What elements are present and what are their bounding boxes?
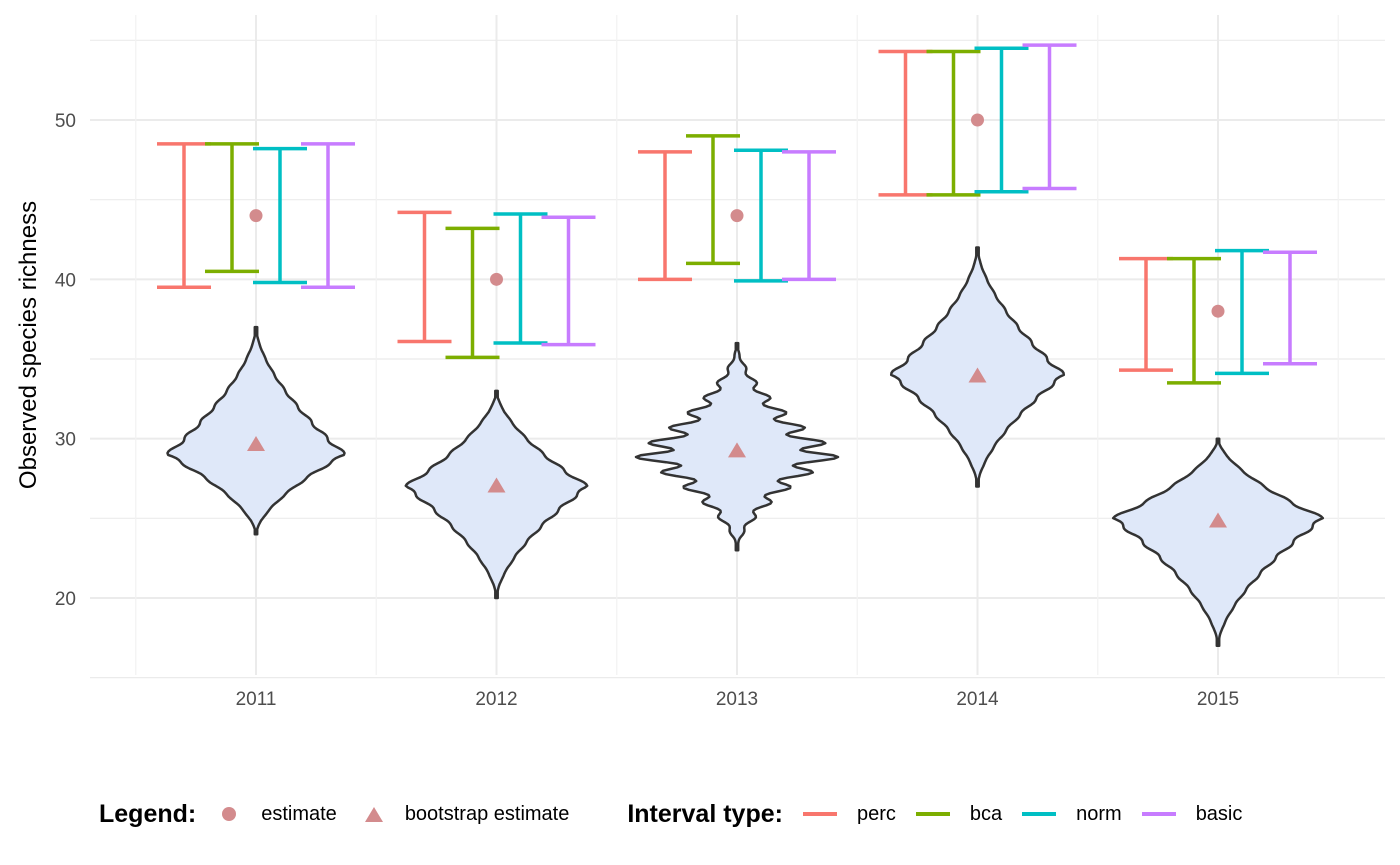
errorbar-basic-2013 <box>782 150 836 282</box>
x-tick-label: 2011 <box>236 689 277 710</box>
errorbar-bca-2011 <box>205 142 259 274</box>
errorbar-perc-2015 <box>1119 256 1173 372</box>
errorbar-norm-2011 <box>253 146 307 285</box>
bootstrap-point-2015 <box>1209 512 1227 528</box>
line-swatch-icon <box>1022 812 1057 816</box>
bootstrap-point-2011 <box>247 436 265 452</box>
legend-label-norm: norm <box>1076 802 1122 825</box>
estimate-point-2011 <box>249 209 263 223</box>
violin-2014 <box>889 246 1066 488</box>
errorbar-bca-2015 <box>1167 256 1221 385</box>
x-tick-label: 2013 <box>716 689 758 710</box>
errorbar-basic-2015 <box>1263 250 1317 366</box>
y-axis-title: Observed species richness <box>15 201 42 489</box>
x-tick-label: 2015 <box>1197 689 1239 710</box>
legend-item-perc: perc <box>802 802 896 826</box>
x-tick-label: 2012 <box>475 689 517 710</box>
errorbar-basic-2012 <box>541 215 596 347</box>
violin-2011 <box>166 325 346 536</box>
triangle-icon <box>364 806 383 822</box>
violin-2015 <box>1111 437 1325 648</box>
x-tick-label: 2014 <box>956 689 999 710</box>
bootstrap-point-2012 <box>487 477 506 493</box>
y-axis-ticks: 20 30 40 50 <box>55 111 76 610</box>
legend-points-title: Legend: <box>99 799 197 828</box>
legend-interval-title: Interval type: <box>627 799 783 828</box>
errorbar-perc-2011 <box>157 142 211 290</box>
errorbar-norm-2015 <box>1215 248 1269 376</box>
errorbar-basic-2014 <box>1022 43 1077 191</box>
estimate-point-2012 <box>490 272 503 286</box>
errorbar-norm-2012 <box>493 212 548 345</box>
violin-2012 <box>404 389 589 600</box>
errorbar-bca-2012 <box>445 226 500 360</box>
legend-item-bootstrap-estimate: bootstrap estimate <box>364 802 570 826</box>
line-swatch-icon <box>802 812 837 816</box>
errorbar-norm-2013 <box>734 148 788 283</box>
line-swatch-icon <box>915 812 950 816</box>
legend-label-estimate: estimate <box>261 802 337 825</box>
interval-errorbars <box>157 43 1317 385</box>
y-tick-label: 40 <box>55 270 76 291</box>
legend: Legend: estimate bootstrap estimate Inte… <box>0 796 1400 832</box>
circle-icon <box>222 807 237 821</box>
legend-label-bootstrap-estimate: bootstrap estimate <box>404 802 570 825</box>
violins <box>166 246 1325 648</box>
errorbar-perc-2014 <box>878 49 933 197</box>
bootstrap-point-2013 <box>728 442 746 458</box>
estimate-points <box>247 113 1227 528</box>
y-tick-label: 20 <box>55 589 76 610</box>
errorbar-perc-2012 <box>397 210 452 344</box>
errorbar-bca-2013 <box>686 134 740 266</box>
errorbar-norm-2014 <box>974 46 1029 194</box>
errorbar-perc-2013 <box>638 150 692 282</box>
y-tick-label: 50 <box>55 111 76 132</box>
errorbar-bca-2014 <box>926 49 981 197</box>
legend-item-basic: basic <box>1141 802 1243 826</box>
errorbar-basic-2011 <box>301 142 355 290</box>
legend-item-bca: bca <box>915 802 1003 826</box>
line-swatch-icon <box>1141 812 1176 816</box>
estimate-point-2015 <box>1211 304 1225 318</box>
legend-label-bca: bca <box>969 802 1003 825</box>
estimate-point-2014 <box>971 113 984 127</box>
y-tick-label: 30 <box>55 430 76 451</box>
legend-item-norm: norm <box>1022 803 1122 826</box>
x-axis-ticks: 2011 2012 2013 2014 2015 <box>236 689 1240 710</box>
legend-label-basic: basic <box>1195 802 1243 825</box>
bootstrap-point-2014 <box>968 367 987 383</box>
estimate-point-2013 <box>730 209 744 223</box>
legend-label-perc: perc <box>856 802 896 825</box>
legend-item-estimate: estimate <box>222 803 337 826</box>
